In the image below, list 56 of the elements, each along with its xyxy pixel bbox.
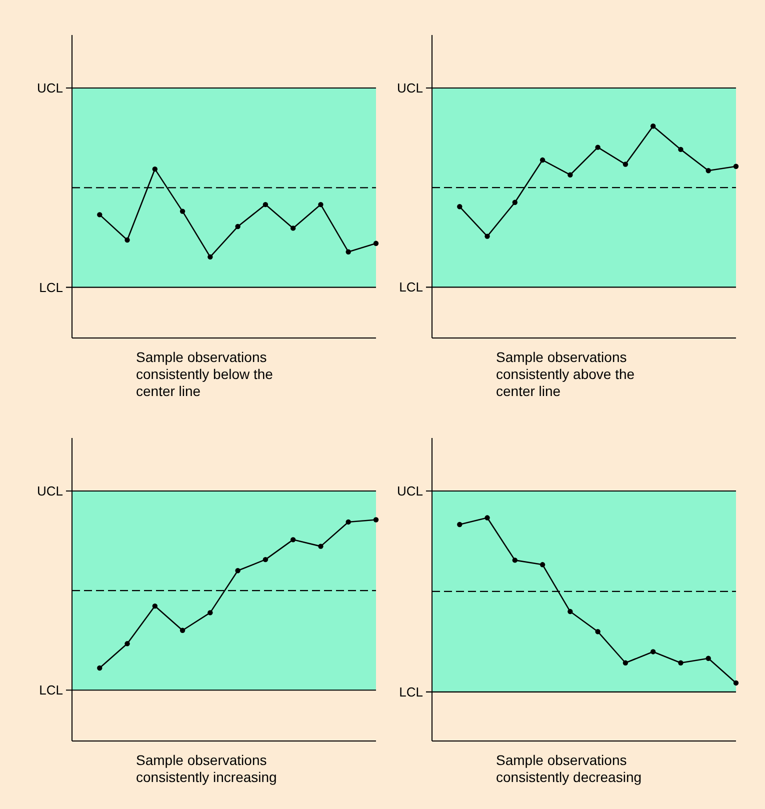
point: [235, 224, 240, 230]
point: [373, 517, 379, 522]
point: [484, 515, 490, 520]
point: [512, 200, 518, 206]
x-axis-title: Sample observations consistently decreasing: [496, 752, 642, 785]
point: [318, 202, 324, 208]
point: [622, 162, 628, 167]
point: [208, 254, 213, 260]
point: [484, 234, 490, 239]
point: [678, 660, 684, 666]
point: [346, 519, 351, 525]
x-axis-title: Sample observations consistently below the center line: [136, 349, 274, 399]
ref-line-label: LCL: [399, 684, 423, 700]
point: [152, 603, 158, 609]
point: [650, 124, 656, 129]
point: [595, 629, 600, 634]
ref-line-label: UCL: [396, 484, 423, 499]
point: [457, 522, 462, 528]
point: [540, 157, 546, 163]
point: [97, 665, 102, 671]
ref-line-label: LCL: [399, 280, 423, 295]
point: [124, 641, 130, 646]
point: [208, 610, 213, 616]
x-axis-title: Sample observations consistently above the center line: [496, 349, 635, 399]
point: [290, 537, 296, 542]
point: [733, 164, 739, 169]
point: [457, 204, 462, 210]
point: [373, 240, 379, 246]
point: [152, 166, 158, 172]
point: [235, 568, 240, 574]
ref-line-label: UCL: [396, 80, 423, 96]
ref-line-label: LCL: [39, 280, 63, 295]
point: [595, 144, 600, 150]
ref-line-label: UCL: [36, 484, 63, 499]
point: [97, 212, 102, 218]
point: [512, 558, 518, 563]
point: [706, 656, 711, 662]
point: [622, 660, 628, 666]
point: [650, 649, 656, 654]
point: [706, 168, 711, 174]
point: [678, 146, 684, 152]
point: [180, 208, 186, 214]
point: [540, 562, 546, 568]
point: [318, 544, 324, 549]
ref-line-label: UCL: [36, 80, 63, 96]
point: [262, 202, 268, 208]
point: [180, 628, 186, 633]
point: [262, 556, 268, 562]
ref-line-label: LCL: [39, 682, 63, 698]
point: [124, 237, 130, 243]
point: [568, 608, 573, 614]
point: [733, 680, 739, 686]
point: [568, 172, 573, 178]
point: [346, 249, 351, 254]
point: [290, 226, 296, 231]
x-axis-title: Sample observations consistently increasing: [136, 752, 277, 785]
